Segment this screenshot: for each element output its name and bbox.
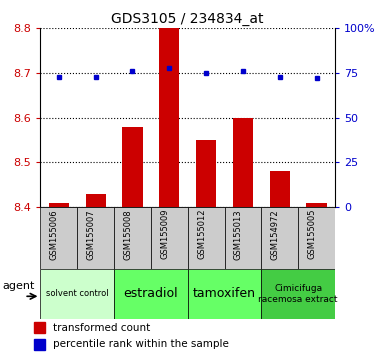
Bar — [224, 207, 261, 269]
Bar — [85, 194, 106, 207]
Title: GDS3105 / 234834_at: GDS3105 / 234834_at — [111, 12, 264, 26]
Bar — [122, 127, 142, 207]
Text: GSM155013: GSM155013 — [234, 209, 243, 259]
Bar — [77, 207, 114, 269]
Text: GSM155006: GSM155006 — [50, 209, 59, 259]
Text: GSM155012: GSM155012 — [197, 209, 206, 259]
Text: GSM155005: GSM155005 — [308, 209, 316, 259]
Bar — [114, 269, 188, 319]
Text: GSM154972: GSM154972 — [271, 209, 280, 259]
Text: transformed count: transformed count — [53, 323, 150, 333]
Bar — [40, 269, 114, 319]
Text: solvent control: solvent control — [46, 289, 109, 298]
Bar — [188, 269, 261, 319]
Bar — [34, 322, 45, 333]
Bar — [159, 28, 179, 207]
Text: Cimicifuga
racemosa extract: Cimicifuga racemosa extract — [258, 284, 338, 303]
Bar — [114, 207, 151, 269]
Bar — [298, 207, 335, 269]
Text: agent: agent — [2, 281, 34, 291]
Bar — [151, 207, 188, 269]
Bar — [261, 207, 298, 269]
Text: GSM155008: GSM155008 — [124, 209, 132, 259]
Bar — [233, 118, 253, 207]
Bar — [34, 339, 45, 350]
Bar — [196, 140, 216, 207]
Bar — [270, 171, 290, 207]
Bar — [40, 207, 77, 269]
Text: GSM155009: GSM155009 — [160, 209, 169, 259]
Bar — [306, 202, 326, 207]
Bar — [188, 207, 224, 269]
Text: percentile rank within the sample: percentile rank within the sample — [53, 339, 229, 349]
Text: estradiol: estradiol — [124, 287, 178, 300]
Bar — [49, 202, 69, 207]
Bar — [261, 269, 335, 319]
Text: tamoxifen: tamoxifen — [193, 287, 256, 300]
Text: GSM155007: GSM155007 — [87, 209, 95, 259]
